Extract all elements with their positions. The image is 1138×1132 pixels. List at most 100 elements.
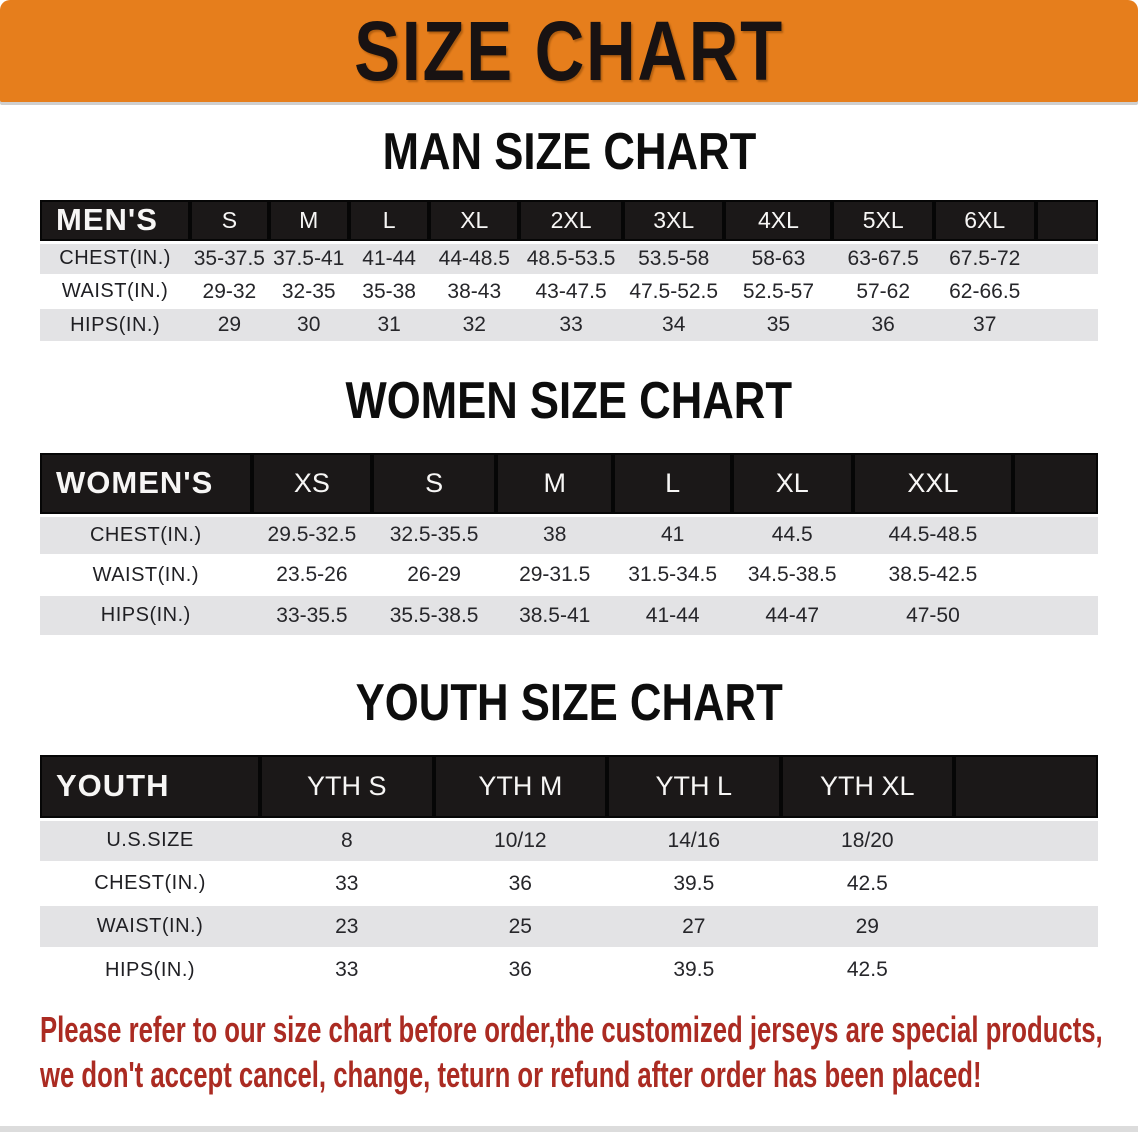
size-value-cell: 37 [933,307,1036,341]
row-label: WAIST(IN.) [40,554,252,595]
disclaimer-line-2: we don't accept cancel, change, teturn o… [40,1054,982,1095]
size-value-cell: 33 [260,861,434,905]
size-value-cell: 41-44 [613,594,732,635]
table-row: WAIST(IN.) 23 25 27 29 [40,904,1098,948]
size-value-cell: 48.5-53.5 [519,241,623,275]
size-value-cell: 35-37.5 [190,241,269,275]
spacer-cell [1013,514,1098,555]
size-column-header: S [190,200,269,244]
table-header-row: YOUTH YTH S YTH M YTH L YTH XL [40,755,1098,821]
size-value-cell: 47-50 [852,594,1014,635]
women-s-size-table: WOMEN'S XS S M L XL XXL CHEST(IN.) 29.5-32.5 32.5… [40,453,1098,635]
size-value-cell: 44.5 [731,514,853,555]
table-row: HIPS(IN.) 29 30 31 32 33 34 35 36 37 [40,307,1098,341]
size-value-cell: 44-47 [731,594,853,635]
section-youth-size-chart: YOUTH SIZE CHART YOUTH YTH S YTH M YTH L YTH … [0,677,1138,991]
size-value-cell: 63-67.5 [832,241,934,275]
spacer-cell [1035,307,1098,341]
size-column-header: XS [251,453,373,517]
size-value-cell: 38.5-41 [495,594,614,635]
table-header-row: WOMEN'S XS S M L XL XXL [40,453,1098,517]
section-title-text: MAN SIZE CHART [382,123,756,181]
size-value-cell: 53.5-58 [622,241,725,275]
size-value-cell: 52.5-57 [724,274,833,308]
size-column-header: M [495,453,614,517]
size-value-cell: 38 [495,514,614,555]
size-column-header: XXL [852,453,1014,517]
spacer-cell [1013,554,1098,595]
section-title: WOMEN SIZE CHART [0,375,1138,427]
table-row: CHEST(IN.) 35-37.5 37.5-41 41-44 44-48.5 48.5… [40,241,1098,275]
size-column-header: YTH L [607,755,781,821]
spacer-cell [954,818,1098,862]
table-row: CHEST(IN.) 29.5-32.5 32.5-35.5 38 41 44.5 44.5… [40,514,1098,555]
table-group-label: MEN'S [40,200,191,244]
size-value-cell: 34.5-38.5 [731,554,853,595]
spacer-cell [1035,241,1098,275]
section-women-size-chart: WOMEN SIZE CHART WOMEN'S XS S M L XL XXL CHEST(I… [0,375,1138,635]
size-value-cell: 39.5 [607,947,781,991]
row-label: HIPS(IN.) [40,307,191,341]
size-value-cell: 23.5-26 [251,554,373,595]
size-value-cell: 36 [832,307,934,341]
size-column-header: 4XL [724,200,833,244]
size-value-cell: 29-31.5 [495,554,614,595]
size-value-cell: 37.5-41 [268,241,349,275]
row-label: CHEST(IN.) [40,861,261,905]
size-value-cell: 27 [607,904,781,948]
size-value-cell: 62-66.5 [933,274,1036,308]
spacer-cell [1035,200,1098,244]
size-sections: MAN SIZE CHART MEN'S S M L XL 2XL 3XL 4XL 5XL 6XL C… [0,126,1138,991]
section-title-text: YOUTH SIZE CHART [355,674,783,732]
spacer-cell [1013,594,1098,635]
size-value-cell: 35 [724,307,833,341]
youth-size-table: YOUTH YTH S YTH M YTH L YTH XL U.S.SIZE 8 10/12… [40,755,1098,991]
size-value-cell: 29.5-32.5 [251,514,373,555]
size-column-header: XL [429,200,520,244]
size-column-header: 3XL [622,200,725,244]
men-s-size-table: MEN'S S M L XL 2XL 3XL 4XL 5XL 6XL CHEST(IN.) 35-37… [40,200,1098,341]
size-value-cell: 42.5 [780,861,955,905]
spacer-cell [1013,453,1098,517]
section-title: MAN SIZE CHART [0,126,1138,178]
size-value-cell: 8 [260,818,434,862]
size-column-header: 5XL [832,200,934,244]
banner-title: SIZE CHART [354,4,784,98]
size-value-cell: 41-44 [348,241,430,275]
row-label: CHEST(IN.) [40,241,191,275]
size-column-header: XL [731,453,853,517]
size-value-cell: 30 [268,307,349,341]
size-value-cell: 26-29 [372,554,496,595]
size-value-cell: 38.5-42.5 [852,554,1014,595]
size-value-cell: 36 [433,861,608,905]
table-group-label: WOMEN'S [40,453,252,517]
table-row: HIPS(IN.) 33-35.5 35.5-38.5 38.5-41 41-44 44-… [40,594,1098,635]
size-value-cell: 67.5-72 [933,241,1036,275]
size-value-cell: 47.5-52.5 [622,274,725,308]
size-column-header: M [268,200,349,244]
size-value-cell: 25 [433,904,608,948]
size-value-cell: 31 [348,307,430,341]
size-value-cell: 36 [433,947,608,991]
row-label: WAIST(IN.) [40,904,261,948]
size-value-cell: 29 [190,307,269,341]
table-row: CHEST(IN.) 33 36 39.5 42.5 [40,861,1098,905]
table-row: HIPS(IN.) 33 36 39.5 42.5 [40,947,1098,991]
table-row: U.S.SIZE 8 10/12 14/16 18/20 [40,818,1098,862]
spacer-cell [1035,274,1098,308]
size-value-cell: 41 [613,514,732,555]
spacer-cell [954,947,1098,991]
size-value-cell: 33 [519,307,623,341]
size-column-header: YTH M [433,755,608,821]
spacer-cell [954,904,1098,948]
table-group-label: YOUTH [40,755,261,821]
size-column-header: 2XL [519,200,623,244]
row-label: CHEST(IN.) [40,514,252,555]
disclaimer-line-1: Please refer to our size chart before or… [40,1009,1103,1050]
row-label: HIPS(IN.) [40,947,261,991]
size-value-cell: 39.5 [607,861,781,905]
size-value-cell: 31.5-34.5 [613,554,732,595]
size-value-cell: 58-63 [724,241,833,275]
size-column-header: L [348,200,430,244]
